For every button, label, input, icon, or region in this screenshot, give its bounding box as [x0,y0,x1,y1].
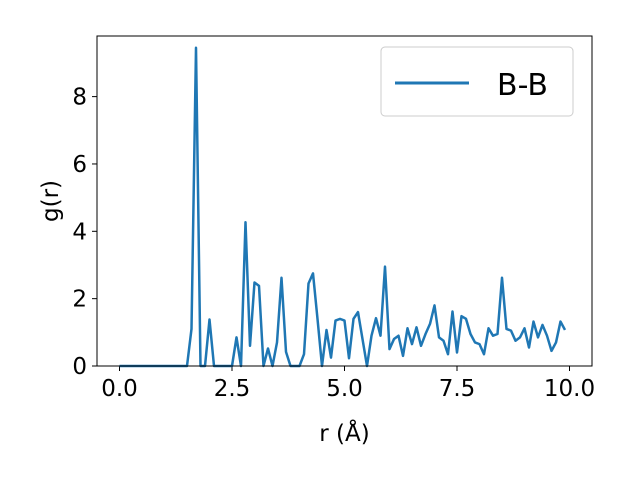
legend-label-b-b: B-B [497,68,548,103]
y-tick-label: 6 [72,152,87,178]
x-axis-ticks: 0.0 2.5 5.0 7.5 10.0 [101,366,595,402]
y-axis-ticks: 0 2 4 6 8 [72,85,97,380]
y-tick-label: 4 [72,219,87,245]
y-tick-label: 8 [72,85,87,111]
y-axis-label: g(r) [38,180,64,222]
series-line-b-b [119,46,567,368]
x-tick-label: 10.0 [544,376,595,402]
plot-frame [96,35,593,367]
x-tick-label: 2.5 [214,376,251,402]
x-axis-label: r (Å) [319,419,369,447]
y-tick-label: 2 [72,287,87,313]
x-tick-label: 0.0 [101,376,138,402]
legend-box [380,46,574,117]
x-tick-label: 7.5 [439,376,476,402]
y-tick-label: 0 [72,354,87,380]
x-tick-label: 5.0 [326,376,363,402]
legend: B-B [380,46,574,117]
series-layer [119,46,567,368]
